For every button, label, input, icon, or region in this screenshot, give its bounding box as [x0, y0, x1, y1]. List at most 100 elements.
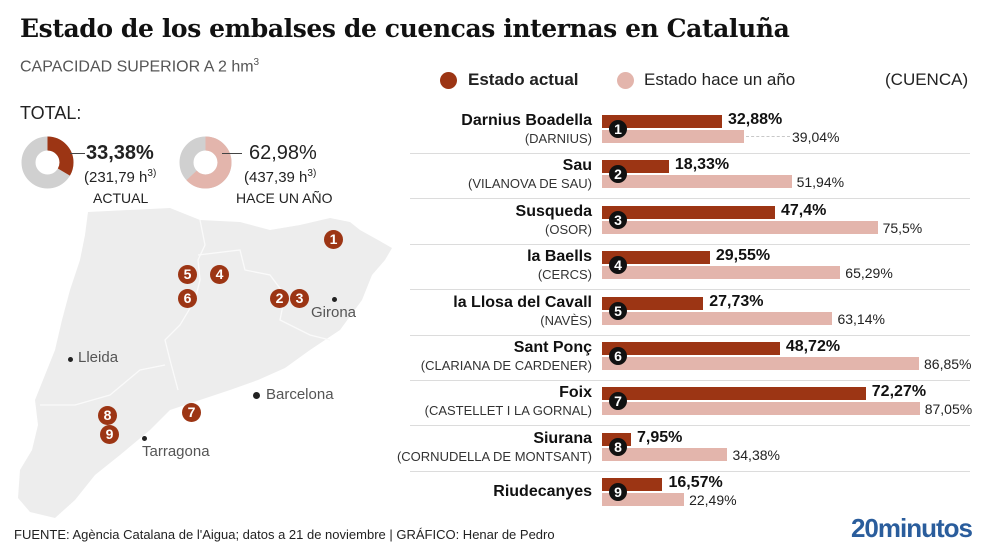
value-label-previous: 63,14% — [837, 310, 885, 327]
city-dot-lleida — [68, 357, 73, 362]
value-label-current: 7,95% — [637, 428, 683, 446]
basin-border — [197, 249, 331, 341]
reservoir-number-badge: 2 — [609, 165, 627, 184]
donut-current: 33,38% (231,79 h3) ACTUAL — [20, 135, 200, 210]
donut-current-leader — [70, 153, 85, 154]
reservoir-name: Siurana — [533, 429, 592, 447]
chart-subtitle: CAPACIDAD SUPERIOR A 2 hm3 — [20, 57, 259, 76]
donut-current-chart — [21, 136, 74, 189]
map-marker-1: 1 — [324, 230, 343, 249]
value-label-current: 72,27% — [871, 383, 927, 401]
donut-previous-abs-text: (437,39 h — [244, 169, 308, 186]
donut-previous-leader — [222, 153, 242, 154]
donut-current-caption: ACTUAL — [93, 190, 149, 206]
chart-row: Foix (CASTELLET I LA GORNAL) 7 72,27% 87,05% — [380, 380, 973, 427]
bar-current — [602, 387, 866, 401]
reservoir-name: Darnius Boadella — [461, 112, 592, 129]
reservoir-number-badge: 4 — [609, 256, 627, 275]
reservoir-name: Susqueda — [515, 202, 592, 220]
reservoir-number-badge: 1 — [609, 120, 627, 138]
value-label-previous: 75,5% — [882, 219, 923, 236]
reservoir-number-badge: 7 — [609, 392, 627, 411]
bar-previous — [602, 311, 833, 325]
city-label-tarragona: Tarragona — [142, 443, 210, 460]
reservoir-basin: (NAVÈS) — [540, 312, 592, 328]
row-divider — [410, 198, 970, 200]
reservoir-name: Riudecanyes — [493, 483, 592, 501]
subtitle-text: CAPACIDAD SUPERIOR A 2 hm — [20, 58, 254, 76]
legend-label-previous: Estado hace un año — [644, 70, 796, 89]
bar-previous — [602, 402, 920, 416]
reservoir-name: Sau — [562, 157, 592, 175]
bar-current — [602, 251, 710, 265]
reservoir-number-badge: 3 — [609, 210, 627, 229]
reservoir-basin: (CASTELLET I LA GORNAL) — [424, 403, 592, 419]
row-divider — [410, 334, 970, 336]
value-label-current: 27,73% — [709, 292, 764, 310]
reservoir-name: Foix — [559, 384, 592, 402]
value-label-previous: 87,05% — [924, 401, 973, 418]
bar-current — [602, 205, 775, 219]
map-marker-6: 6 — [178, 289, 197, 308]
reservoir-basin: (CERCS) — [537, 267, 592, 283]
reservoir-basin: (CORNUDELLA DE MONTSANT) — [396, 448, 592, 464]
city-label-girona: Girona — [311, 304, 357, 321]
donut-previous-abs: (437,39 h3) — [244, 168, 316, 186]
bar-current — [602, 296, 704, 310]
value-leader-line — [746, 136, 790, 137]
reservoir-name: Sant Ponç — [513, 339, 592, 356]
row-divider — [410, 153, 970, 154]
value-label-current: 47,4% — [781, 201, 827, 219]
chart-row: Sant Ponç (CLARIANA DE CARDENER) 6 48,72% 86… — [380, 335, 972, 381]
city-dot-barcelona — [253, 392, 260, 399]
chart-legend: Estado actual Estado hace un año (CUENCA… — [440, 70, 970, 92]
donut-current-abs-sup: 3) — [147, 168, 157, 179]
bar-previous — [602, 266, 841, 280]
map-marker-7: 7 — [182, 403, 201, 422]
value-label-current: 48,72% — [785, 338, 841, 355]
basin-border — [40, 364, 166, 406]
reservoir-basin: (CLARIANA DE CARDENER) — [420, 358, 592, 373]
value-label-previous: 51,94% — [796, 174, 845, 191]
value-label-previous: 65,29% — [845, 265, 893, 282]
donut-current-pct: 33,38% — [86, 142, 154, 164]
map-marker-3: 3 — [290, 289, 309, 308]
chart-row: Susqueda (OSOR) 3 47,4% 75,5% — [380, 199, 970, 245]
reservoir-name: la Baells — [527, 248, 592, 266]
map-marker-9: 9 — [100, 425, 119, 444]
bar-previous — [602, 175, 792, 189]
legend-label-current: Estado actual — [468, 70, 579, 89]
reservoir-number-badge: 9 — [609, 483, 627, 502]
reservoir-number-badge: 8 — [609, 437, 627, 456]
bar-previous — [602, 357, 919, 370]
map-marker-2: 2 — [270, 289, 289, 308]
row-divider — [410, 380, 970, 381]
chart-row: Siurana (CORNUDELLA DE MONTSANT) 8 7,95% 34,… — [380, 426, 970, 472]
value-label-current: 16,57% — [668, 474, 723, 492]
row-divider — [410, 289, 970, 291]
donut-previous: 62,98% (437,39 h3) HACE UN AÑO — [178, 135, 358, 210]
chart-title: Estado de los embalses de cuencas intern… — [20, 14, 790, 43]
catalonia-shape — [18, 208, 392, 518]
value-label-previous: 39,04% — [792, 129, 840, 145]
legend-swatch-previous — [617, 72, 634, 89]
donut-current-abs-text: (231,79 h — [84, 169, 148, 186]
reservoir-basin: (DARNIUS) — [524, 131, 592, 146]
donut-previous-chart — [179, 136, 232, 189]
city-label-barcelona: Barcelona — [266, 386, 334, 403]
donut-previous-abs-sup: 3) — [307, 168, 317, 179]
legend-basin-label: (CUENCA) — [885, 70, 969, 89]
bar-previous — [602, 220, 878, 234]
row-divider — [410, 425, 970, 427]
donut-previous-pct: 62,98% — [249, 142, 317, 164]
brand-logo: 20minutos — [850, 513, 973, 543]
row-divider — [410, 243, 970, 245]
value-label-previous: 34,38% — [732, 446, 780, 463]
map-marker-5: 5 — [178, 265, 197, 284]
bar-previous — [602, 447, 728, 461]
value-label-previous: 86,85% — [924, 356, 972, 372]
reservoir-basin: (VILANOVA DE SAU) — [467, 176, 592, 192]
donut-current-filled — [21, 136, 74, 189]
legend-swatch-current — [440, 72, 457, 89]
chart-row: Darnius Boadella (DARNIUS) 1 32,88% 39,04% — [380, 108, 970, 154]
